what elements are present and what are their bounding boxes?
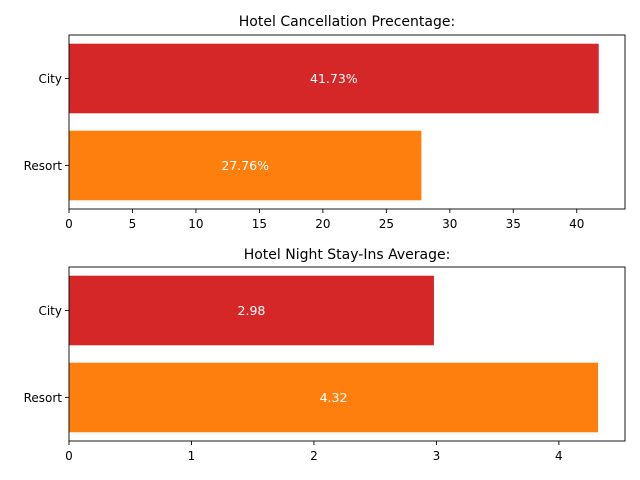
night-stay-bar-resort xyxy=(69,362,599,433)
cancellation-chart: Hotel Cancellation Precentage: 41.73% City… xyxy=(24,14,626,231)
night-stay-ytick-label-city: City xyxy=(38,304,62,318)
night-stay-xtick-label: 4 xyxy=(555,449,563,463)
cancellation-chart-title: Hotel Cancellation Precentage: xyxy=(239,14,455,30)
cancellation-xtick-label: 30 xyxy=(442,217,457,231)
cancellation-xtick-label: 25 xyxy=(379,217,394,231)
night-stay-chart: Hotel Night Stay-Ins Average: 2.98 City 4.3… xyxy=(24,247,626,463)
night-stay-xtick-label: 0 xyxy=(65,449,73,463)
cancellation-xtick-label: 0 xyxy=(65,217,73,231)
cancellation-xtick-label: 10 xyxy=(188,217,203,231)
cancellation-data-label-city: 41.73% xyxy=(310,71,358,86)
cancellation-xtick-label: 15 xyxy=(252,217,267,231)
cancellation-bar-city xyxy=(69,43,599,114)
cancellation-axes-frame xyxy=(68,34,626,210)
cancellation-ytick-label-city: City xyxy=(38,72,62,86)
night-stay-data-label-city: 2.98 xyxy=(238,303,266,318)
night-stay-ytick-label-resort: Resort xyxy=(24,391,63,405)
night-stay-chart-title: Hotel Night Stay-Ins Average: xyxy=(244,247,451,263)
cancellation-ytick-label-resort: Resort xyxy=(24,159,63,173)
night-stay-bar-city xyxy=(69,275,434,346)
night-stay-xtick-label: 1 xyxy=(188,449,196,463)
cancellation-xtick-label: 40 xyxy=(569,217,584,231)
cancellation-xtick-label: 5 xyxy=(129,217,137,231)
cancellation-xtick-label: 20 xyxy=(315,217,330,231)
cancellation-bar-resort xyxy=(69,130,422,201)
night-stay-xtick-label: 2 xyxy=(310,449,318,463)
cancellation-data-label-resort: 27.76% xyxy=(221,158,269,173)
night-stay-xtick-label: 3 xyxy=(433,449,441,463)
night-stay-axes-frame xyxy=(68,266,626,442)
cancellation-xtick-label: 35 xyxy=(506,217,521,231)
night-stay-data-label-resort: 4.32 xyxy=(320,390,348,405)
